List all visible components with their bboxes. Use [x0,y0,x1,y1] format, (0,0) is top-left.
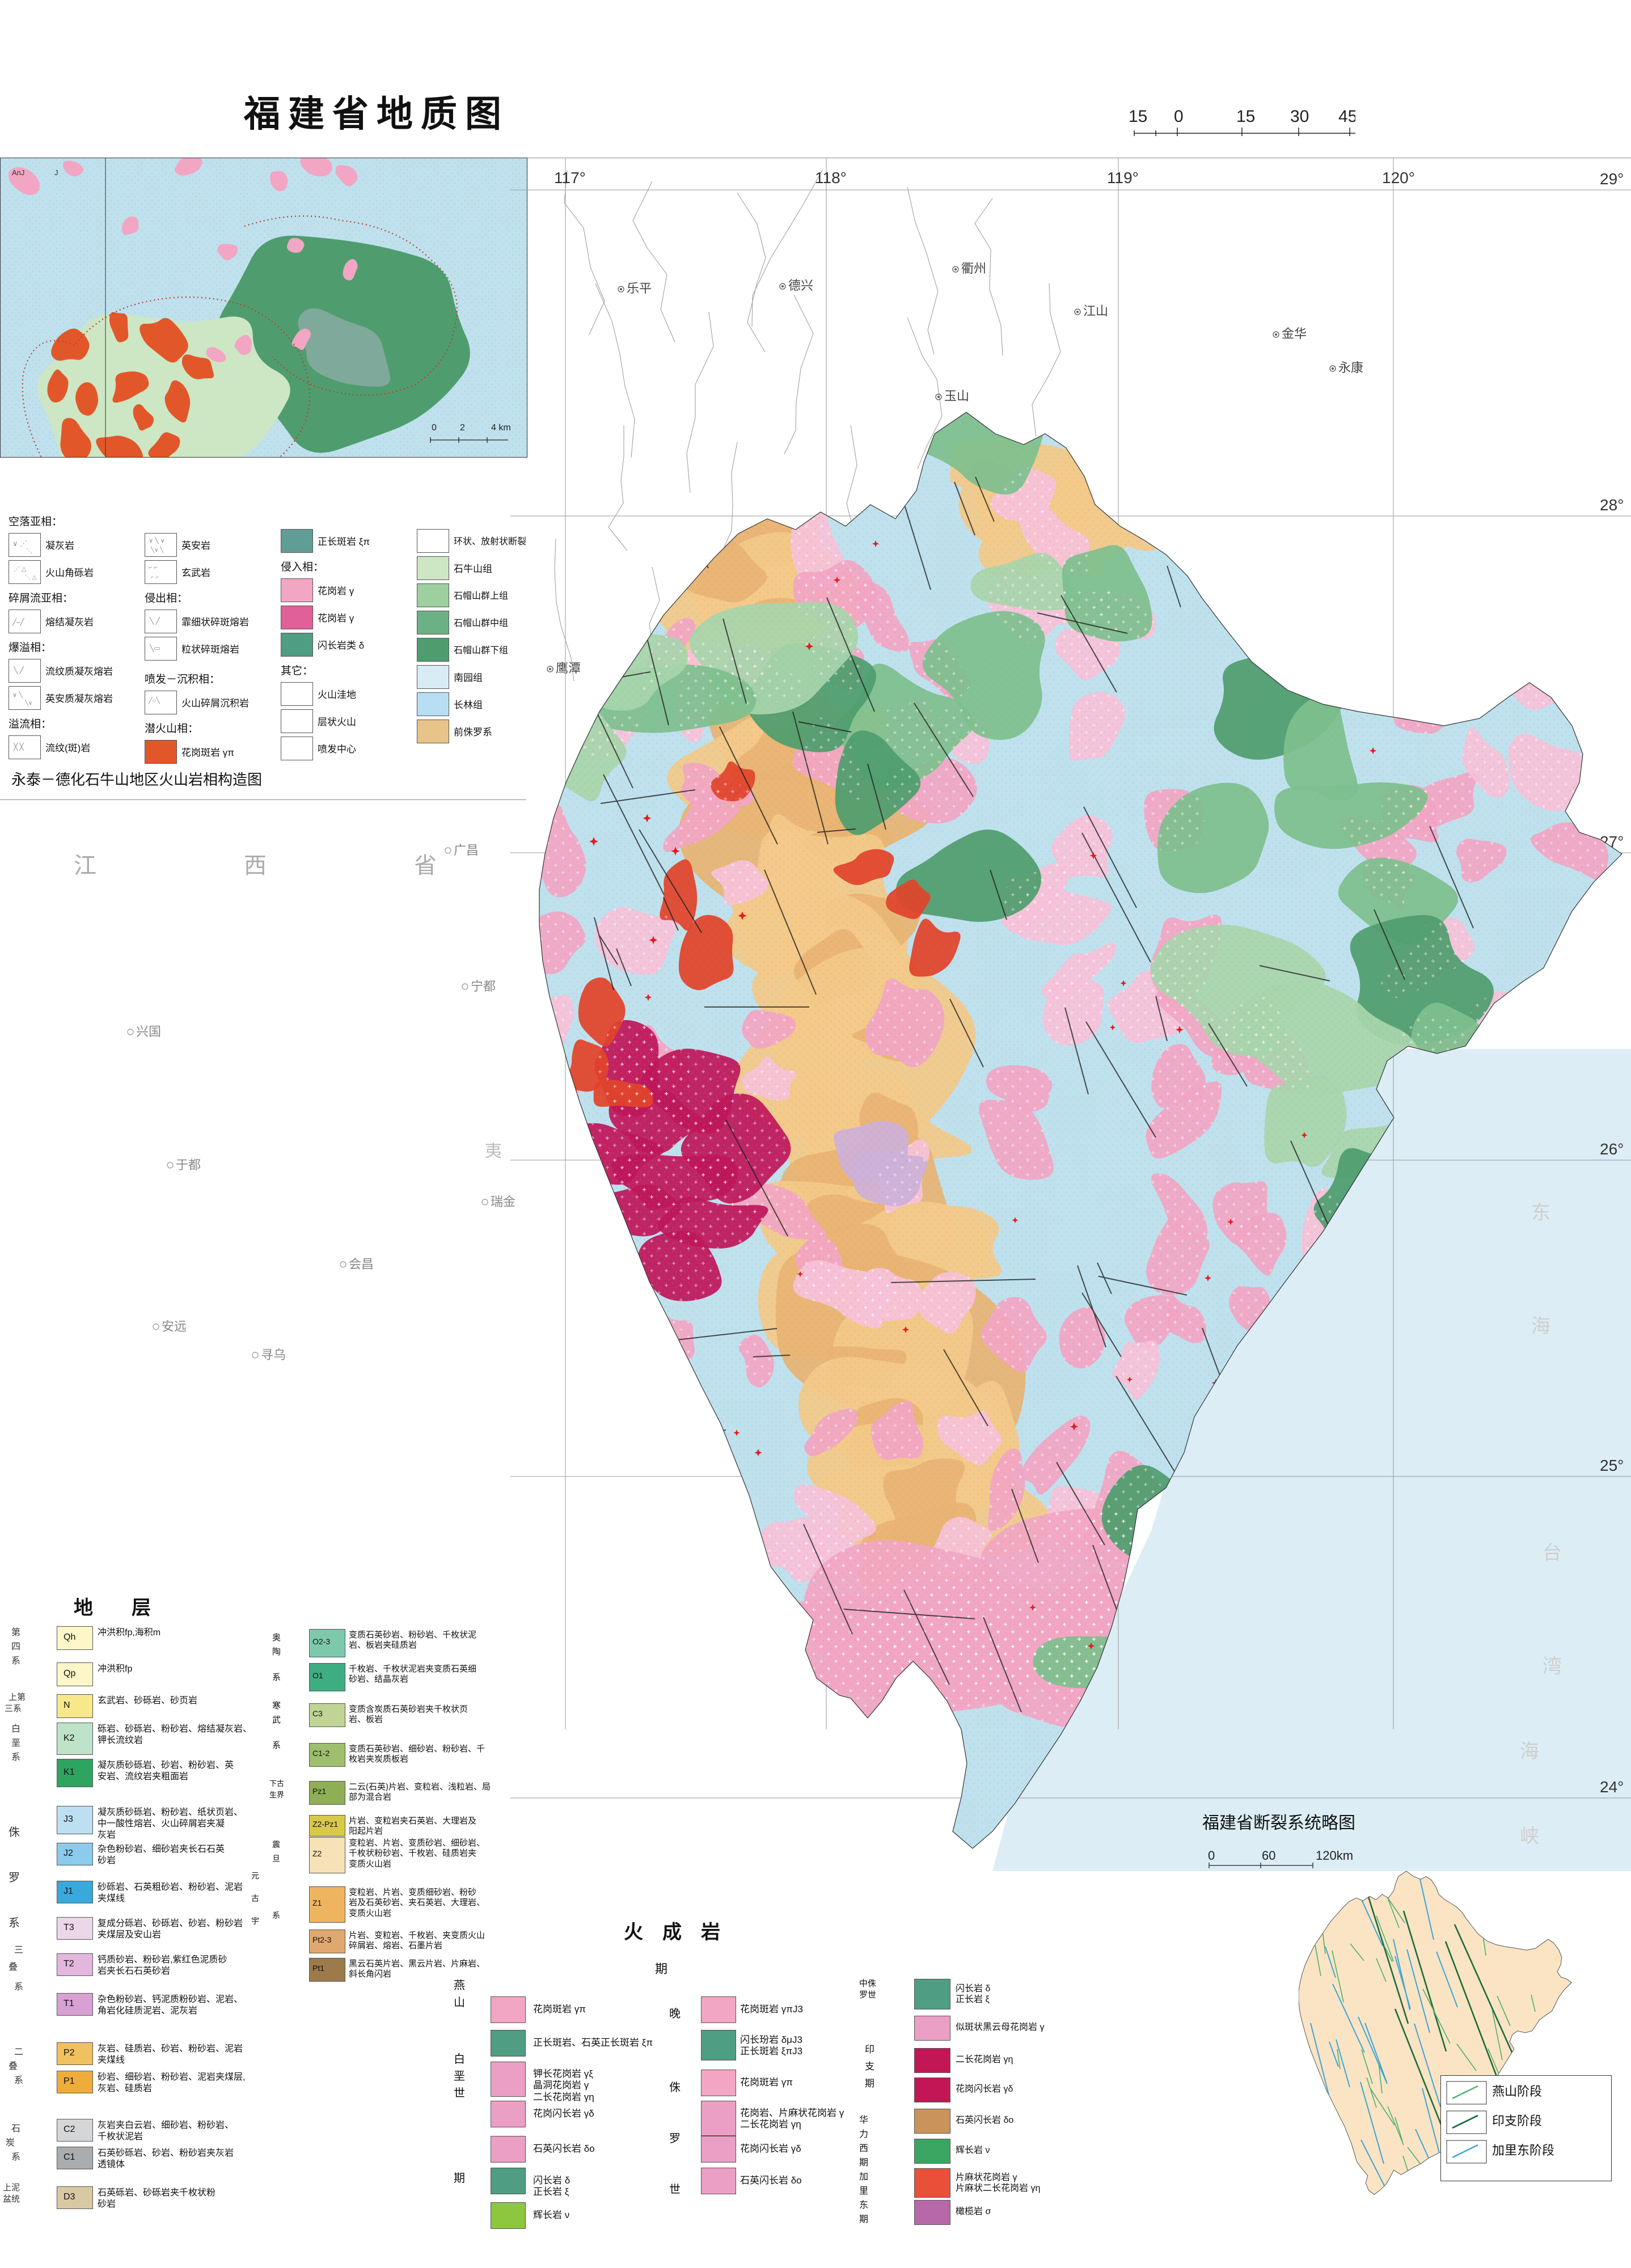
svg-text:60: 60 [1262,1848,1275,1863]
svg-text:120km: 120km [1316,1848,1353,1863]
svg-text:0: 0 [1208,1848,1215,1863]
svg-text:印支阶段: 印支阶段 [1492,2114,1542,2128]
svg-text:燕山阶段: 燕山阶段 [1492,2084,1542,2098]
svg-text:加里东阶段: 加里东阶段 [1492,2143,1554,2157]
